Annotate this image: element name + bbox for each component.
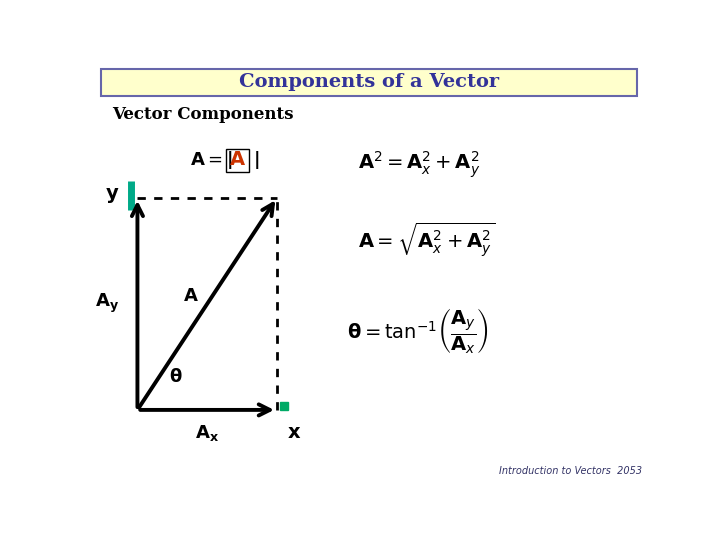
- Text: $\mathbf{x}$: $\mathbf{x}$: [287, 424, 301, 442]
- Text: Vector Components: Vector Components: [112, 106, 294, 123]
- Text: $\mathbf{|}$: $\mathbf{|}$: [253, 150, 259, 171]
- Text: $\mathbf{A} = \mathbf{|}$: $\mathbf{A} = \mathbf{|}$: [190, 150, 233, 171]
- Text: $\mathbf{A} = \sqrt{\mathbf{A}_x^2 + \mathbf{A}_y^2}$: $\mathbf{A} = \sqrt{\mathbf{A}_x^2 + \ma…: [358, 220, 495, 259]
- Text: $\mathbf{\theta} = \tan^{-1}\!\left(\dfrac{\mathbf{A}_y}{\mathbf{A}_x}\right)$: $\mathbf{\theta} = \tan^{-1}\!\left(\dfr…: [347, 306, 488, 356]
- Text: $\mathbf{A}$: $\mathbf{A}$: [182, 287, 199, 305]
- Text: Introduction to Vectors  2053: Introduction to Vectors 2053: [499, 467, 642, 476]
- Text: $\mathbf{A}$: $\mathbf{A}$: [230, 151, 246, 170]
- Text: $\mathbf{\theta}$: $\mathbf{\theta}$: [168, 368, 182, 386]
- Text: $\mathbf{A}^2 = \mathbf{A}_x^2 + \mathbf{A}_y^2$: $\mathbf{A}^2 = \mathbf{A}_x^2 + \mathbf…: [358, 149, 480, 180]
- Text: $\mathbf{y}$: $\mathbf{y}$: [105, 186, 120, 205]
- Text: Components of a Vector: Components of a Vector: [239, 73, 499, 91]
- Text: $\mathbf{A_x}$: $\mathbf{A_x}$: [195, 423, 219, 443]
- Text: $\mathbf{A_y}$: $\mathbf{A_y}$: [95, 292, 119, 315]
- Bar: [101, 69, 636, 96]
